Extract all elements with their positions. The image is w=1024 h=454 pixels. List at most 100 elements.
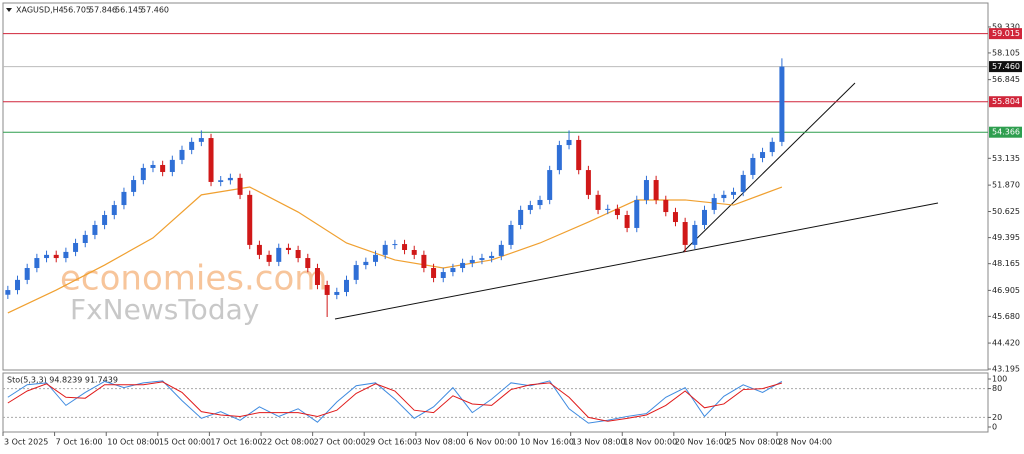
- candle-body: [82, 234, 88, 244]
- candle-body: [634, 199, 640, 228]
- candle-body: [527, 205, 533, 210]
- candle-body: [769, 141, 775, 153]
- candle-body: [508, 224, 514, 245]
- candle-body: [460, 262, 466, 269]
- level-tag: [989, 126, 1022, 138]
- candle-body: [402, 244, 408, 250]
- x-tick-label: 22 Oct 08:00: [262, 438, 314, 447]
- candle-body: [440, 272, 446, 278]
- candle-body: [605, 208, 611, 210]
- ohlc-high: 57.846: [89, 6, 117, 15]
- candle-body: [256, 244, 262, 255]
- x-tick-label: 3 Oct 2025: [4, 438, 48, 447]
- candle-body: [198, 138, 204, 142]
- x-tick-label: 13 Nov 08:00: [572, 438, 626, 447]
- x-tick-label: 10 Nov 16:00: [520, 438, 574, 447]
- watermark: FxNewsToday: [70, 293, 259, 326]
- candle-body: [218, 180, 224, 182]
- candle-body: [450, 268, 456, 273]
- x-tick-label: 17 Oct 16:00: [210, 438, 262, 447]
- candle-body: [285, 247, 291, 250]
- candle-body: [750, 157, 756, 175]
- candle-body: [160, 164, 166, 172]
- candle-body: [624, 215, 630, 228]
- candle-body: [721, 194, 727, 199]
- y-tick-label: 20: [992, 413, 1002, 422]
- candle-body: [547, 170, 553, 200]
- candle-body: [382, 244, 388, 255]
- stoch-line: [7, 381, 783, 422]
- candle-body: [566, 139, 572, 146]
- candle-body: [392, 244, 398, 246]
- candle-body: [701, 209, 707, 225]
- y-tick-label: 48.165: [992, 259, 1020, 268]
- y-tick-label: 59.330: [992, 22, 1020, 31]
- stoch-line: [7, 380, 783, 424]
- trendline: [682, 82, 856, 253]
- candle-body: [334, 291, 340, 295]
- y-tick-label: 51.870: [992, 181, 1020, 190]
- candle-body: [266, 254, 272, 262]
- candle-body: [585, 170, 591, 195]
- candle-body: [363, 261, 369, 266]
- y-tick-label: 49.395: [992, 233, 1020, 242]
- candle-body: [247, 194, 253, 245]
- x-tick-label: 20 Nov 16:00: [675, 438, 729, 447]
- candle-body: [189, 141, 195, 150]
- candle-body: [73, 243, 79, 252]
- x-tick-label: 15 Oct 00:00: [159, 438, 211, 447]
- x-tick-label: 7 Oct 16:00: [56, 438, 103, 447]
- y-tick-label: 56.845: [992, 75, 1020, 84]
- level-label: 59.015: [992, 29, 1020, 38]
- candle-body: [653, 180, 659, 200]
- candle-body: [15, 279, 21, 291]
- candle-body: [5, 290, 11, 295]
- candle-body: [208, 138, 214, 182]
- stoch-title: Sto(5,3,3) 94.8239 91.7439: [7, 376, 118, 385]
- x-tick-label: 10 Oct 08:00: [107, 438, 159, 447]
- candle-body: [682, 222, 688, 245]
- candle-body: [92, 224, 98, 235]
- candle-body: [314, 268, 320, 285]
- candle-body: [537, 199, 543, 206]
- price-panel: [2, 2, 989, 371]
- level-label: 57.460: [992, 62, 1020, 71]
- y-tick-label: 53.135: [992, 154, 1020, 163]
- symbol: XAGUSD,H4: [16, 6, 64, 15]
- candle-body: [24, 268, 30, 280]
- x-tick-label: 28 Nov 04:00: [778, 438, 832, 447]
- x-tick-label: 6 Nov 00:00: [468, 438, 517, 447]
- candle-body: [131, 180, 137, 192]
- candle-body: [760, 152, 766, 158]
- candle-body: [469, 259, 475, 263]
- x-tick-label: 3 Nov 08:00: [417, 438, 466, 447]
- candle-body: [353, 265, 359, 280]
- candle-body: [343, 279, 349, 292]
- stoch-panel: [2, 372, 989, 433]
- candle-body: [411, 249, 417, 255]
- x-tick-label: 18 Nov 00:00: [623, 438, 677, 447]
- candle-body: [179, 149, 185, 160]
- candle-body: [324, 284, 330, 295]
- candle-body: [672, 212, 678, 223]
- candle-body: [711, 198, 717, 210]
- level-tag: [989, 96, 1022, 108]
- candle-body: [121, 191, 127, 206]
- candle-body: [44, 254, 50, 259]
- moving-average: [7, 186, 783, 314]
- candle-body: [595, 194, 601, 210]
- candle-body: [169, 159, 175, 172]
- candle-body: [518, 209, 524, 225]
- level-tag: [989, 28, 1022, 40]
- y-tick-label: 45.680: [992, 312, 1020, 321]
- candle-body: [227, 177, 233, 181]
- candle-body: [663, 199, 669, 213]
- candle-body: [479, 258, 485, 260]
- y-tick-label: 58.105: [992, 48, 1020, 57]
- x-tick-label: 29 Oct 16:00: [365, 438, 417, 447]
- menu-arrow[interactable]: [6, 8, 12, 12]
- candle-body: [102, 215, 108, 225]
- ohlc-close: 57.460: [141, 6, 169, 15]
- candle-body: [111, 205, 117, 216]
